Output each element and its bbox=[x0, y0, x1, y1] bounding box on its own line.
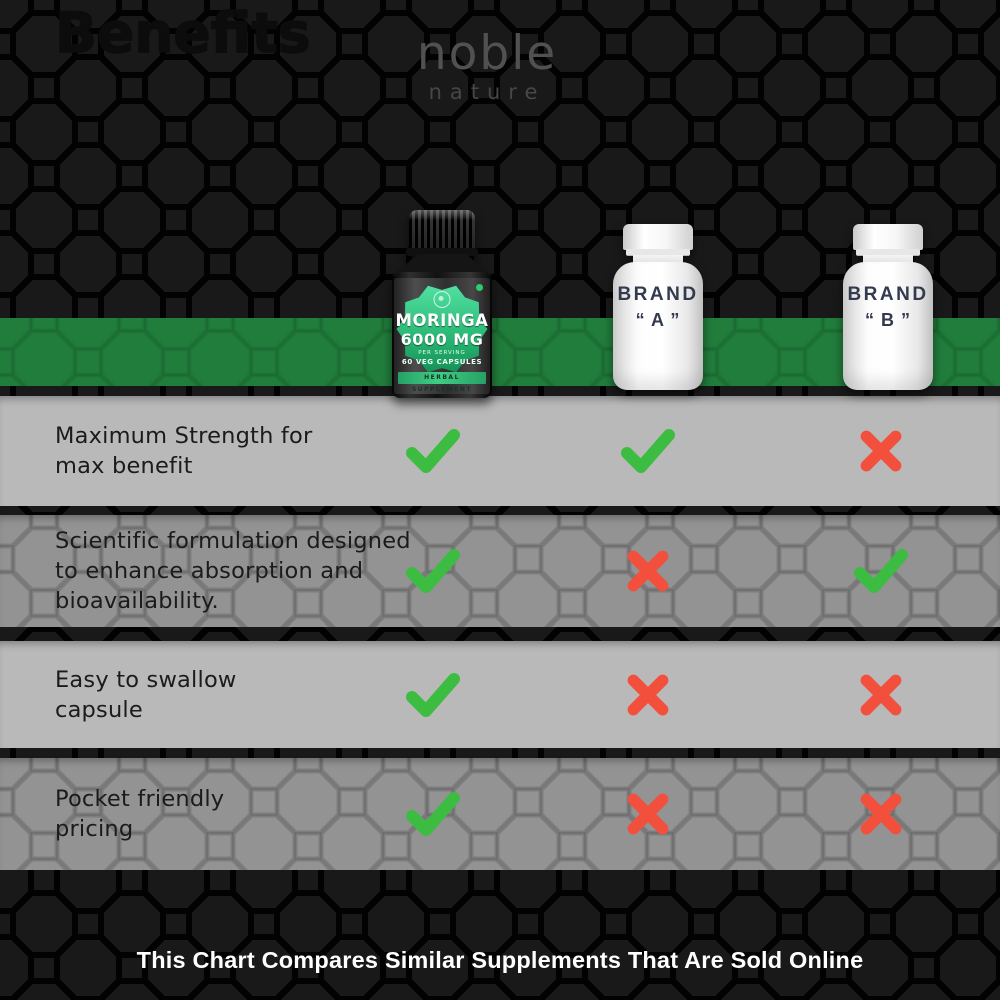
benefits-banner bbox=[0, 318, 1000, 386]
starburst-seal bbox=[396, 285, 488, 373]
check-icon bbox=[406, 672, 460, 717]
row-pattern-overlay bbox=[0, 515, 1000, 627]
brand-b-bottle: BRAND “ B ” bbox=[843, 224, 933, 390]
mark-brand-a bbox=[616, 515, 680, 627]
moringa-cap-shine bbox=[409, 210, 475, 250]
brand-a-body bbox=[613, 262, 703, 390]
mark-moringa bbox=[401, 396, 465, 506]
brand-b-body bbox=[843, 262, 933, 390]
brand-b-cap bbox=[853, 224, 923, 250]
brand-b-label-line2: “ B ” bbox=[864, 310, 911, 330]
brand-logo-tagline: nature bbox=[428, 80, 546, 104]
mark-brand-b bbox=[849, 758, 913, 870]
benefit-label: Easy to swallow capsule bbox=[55, 666, 237, 723]
cross-icon bbox=[860, 793, 902, 835]
moringa-bottle-cap bbox=[409, 210, 475, 250]
benefit-label: Maximum Strength for max benefit bbox=[55, 422, 313, 479]
moringa-supplement-strip: HERBAL SUPPLEMENT bbox=[398, 372, 486, 393]
moringa-logo-mark bbox=[433, 291, 451, 308]
brand-a-label-line1: BRAND bbox=[617, 284, 699, 305]
benefit-label: Scientific formulation designed to enhan… bbox=[55, 527, 411, 615]
mark-brand-b bbox=[849, 641, 913, 748]
brand-a-bottle: BRAND “ A ” bbox=[613, 224, 703, 390]
footer-caption: This Chart Compares Similar Supplements … bbox=[136, 947, 864, 973]
cross-icon bbox=[860, 674, 902, 715]
label-green-dot bbox=[476, 284, 483, 291]
moringa-bottle-shoulder bbox=[392, 254, 492, 276]
moringa-bottle: MORINGA 6000 MG PER SERVING 60 VEG CAPSU… bbox=[392, 210, 492, 398]
moringa-bottle-label: MORINGA 6000 MG PER SERVING 60 VEG CAPSU… bbox=[394, 278, 490, 394]
brand-a-cap bbox=[623, 224, 693, 250]
check-icon bbox=[406, 549, 460, 593]
banner-pattern-overlay bbox=[0, 318, 1000, 386]
mark-moringa bbox=[401, 515, 465, 627]
brand-b-neck bbox=[863, 255, 913, 265]
mark-brand-b bbox=[849, 396, 913, 506]
benefit-row-scientific-formulation: Scientific formulation designed to enhan… bbox=[0, 515, 1000, 627]
moringa-strength: 6000 MG bbox=[400, 330, 484, 349]
row-pattern-overlay bbox=[0, 758, 1000, 870]
mark-brand-a bbox=[616, 641, 680, 748]
benefit-row-max-strength: Maximum Strength for max benefit bbox=[0, 396, 1000, 506]
brand-a-neck bbox=[633, 255, 683, 265]
cross-icon bbox=[860, 430, 902, 472]
moringa-cap-ring bbox=[406, 248, 478, 256]
moringa-product-name: MORINGA bbox=[395, 311, 489, 330]
check-icon bbox=[406, 429, 460, 473]
mark-brand-a bbox=[616, 396, 680, 506]
benefit-row-pocket-friendly: Pocket friendly pricing bbox=[0, 758, 1000, 870]
benefits-title: Benefits bbox=[54, 0, 311, 66]
mark-brand-a bbox=[616, 758, 680, 870]
benefit-label: Pocket friendly pricing bbox=[55, 785, 225, 842]
mark-moringa bbox=[401, 641, 465, 748]
check-icon bbox=[621, 429, 675, 473]
check-icon bbox=[406, 792, 460, 836]
brand-b-label-line1: BRAND bbox=[847, 284, 929, 305]
brand-logo-name: noble bbox=[416, 26, 558, 81]
brand-a-label-line2: “ A ” bbox=[635, 310, 681, 330]
brand-logo: noble nature bbox=[0, 30, 987, 104]
cross-icon bbox=[627, 550, 669, 592]
cross-icon bbox=[627, 793, 669, 835]
mark-brand-b bbox=[849, 515, 913, 627]
benefit-row-easy-swallow: Easy to swallow capsule bbox=[0, 641, 1000, 748]
cross-icon bbox=[627, 674, 669, 715]
moringa-serving-note: PER SERVING bbox=[418, 350, 466, 356]
mark-moringa bbox=[401, 758, 465, 870]
moringa-capsule-count: 60 VEG CAPSULES bbox=[401, 358, 483, 366]
check-icon bbox=[854, 549, 908, 593]
